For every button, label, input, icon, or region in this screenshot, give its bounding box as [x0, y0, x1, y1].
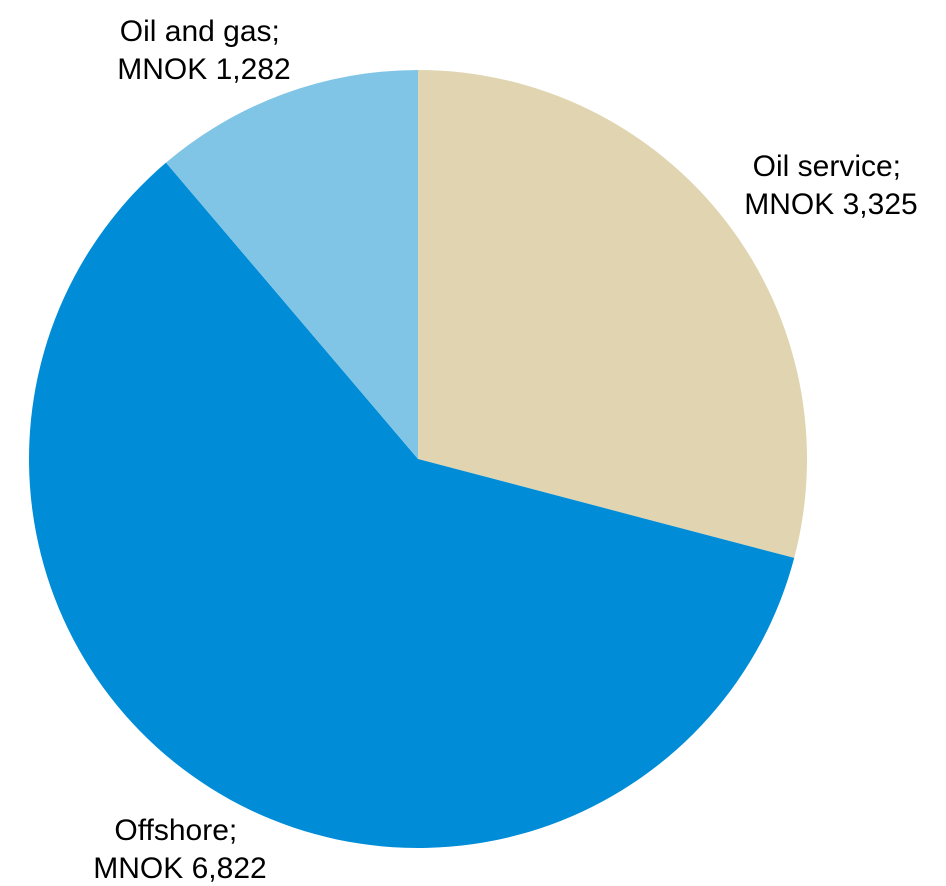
slice-label-oil-service: Oil service; MNOK 3,325 [744, 150, 917, 221]
slice-label-oil-and-gas-name: Oil and gas; [120, 15, 280, 48]
slice-label-offshore-name: Offshore; [114, 814, 237, 847]
slice-label-offshore: Offshore; MNOK 6,822 [93, 814, 266, 885]
pie-slice-oil-service [418, 70, 807, 558]
pie-slice-offshore [28, 162, 795, 848]
pie-slice-oil-and-gas [165, 70, 418, 459]
slice-label-oil-and-gas-value: MNOK 1,282 [117, 53, 290, 86]
slice-label-oil-and-gas: Oil and gas; MNOK 1,282 [117, 15, 290, 86]
slice-label-offshore-value: MNOK 6,822 [93, 852, 266, 885]
pie-slices [28, 70, 807, 848]
slice-label-oil-service-value: MNOK 3,325 [744, 188, 917, 221]
slice-label-oil-service-name: Oil service; [753, 150, 901, 183]
